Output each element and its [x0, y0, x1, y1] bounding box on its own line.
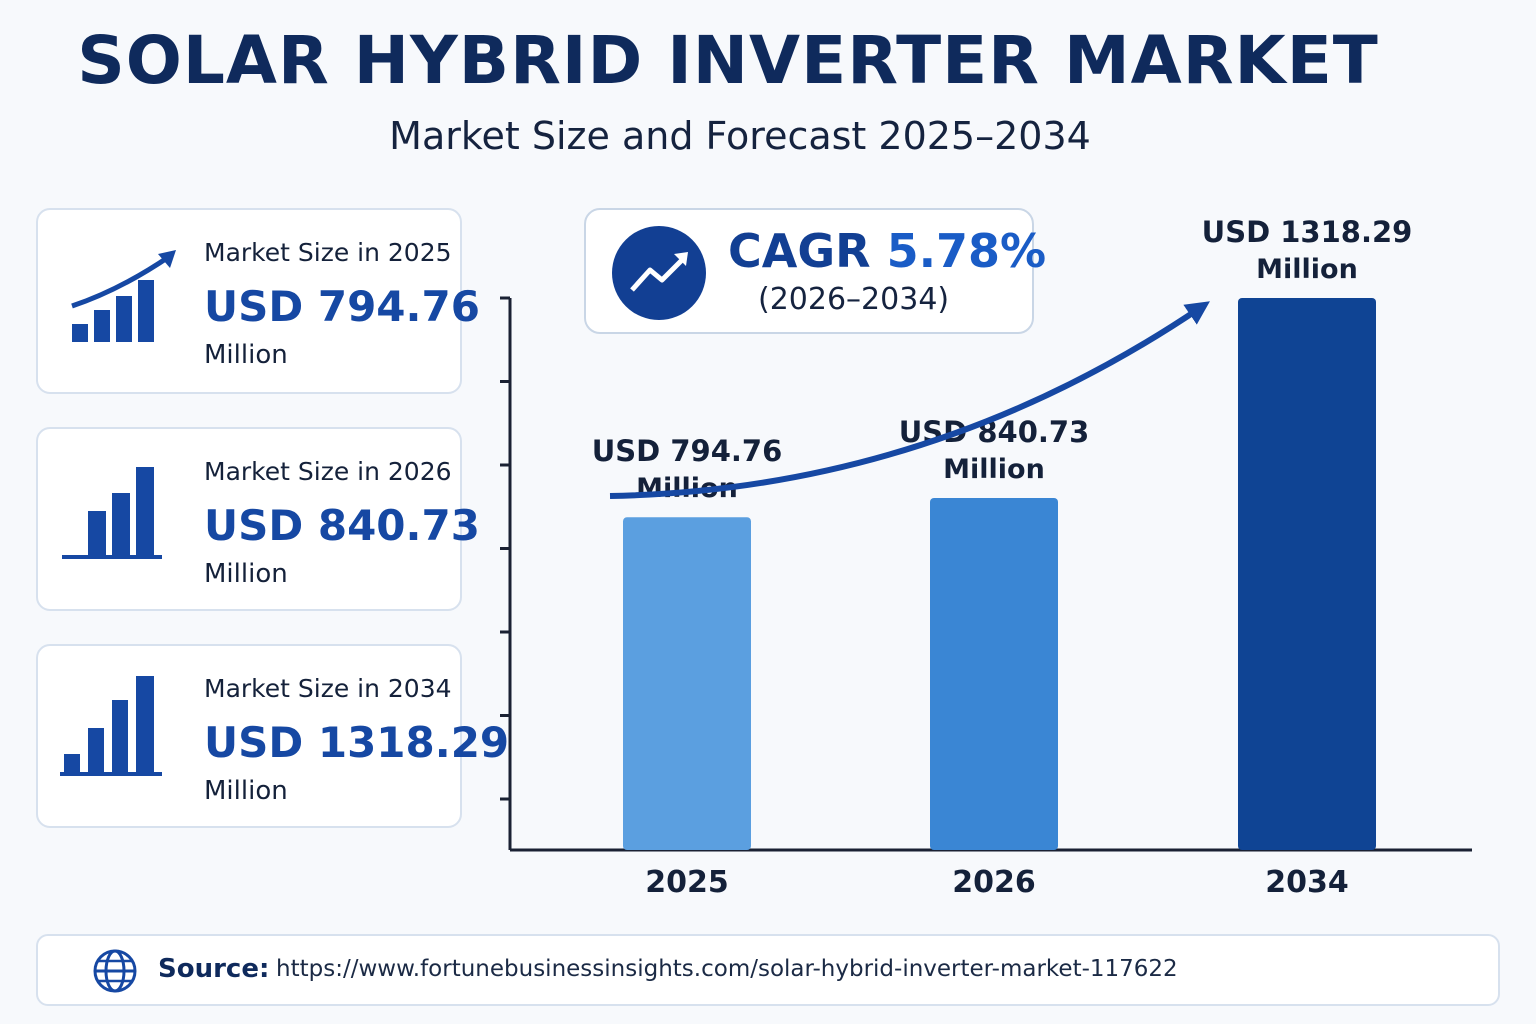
- trend-arrow: [609, 301, 1210, 499]
- market-size-card-2026: Market Size in 2026 USD 840.73 Million: [36, 427, 480, 611]
- card-label: Market Size in 2034: [204, 674, 452, 703]
- source-bar: Source: https://www.fortunebusinessinsig…: [36, 934, 1500, 1006]
- cagr-value: 5.78%: [886, 224, 1047, 278]
- card-label: Market Size in 2026: [204, 457, 452, 486]
- bar-chart-icon: [60, 676, 162, 776]
- bar-2025: [623, 517, 751, 850]
- globe-icon: [93, 949, 137, 993]
- cagr-period: (2026–2034): [758, 282, 950, 317]
- card-label: Market Size in 2025: [204, 238, 452, 267]
- bar-chart-icon: [62, 467, 162, 559]
- bar-2034: [1238, 298, 1376, 850]
- source-link[interactable]: https://www.fortunebusinessinsights.com/…: [276, 956, 1178, 982]
- bar-data-unit: Million: [943, 454, 1045, 485]
- rising-bar-chart-icon: [71, 250, 176, 342]
- card-value: USD 840.73: [204, 501, 480, 550]
- market-size-card-2025: Market Size in 2025 USD 794.76 Million: [36, 208, 480, 394]
- card-value: USD 1318.29: [204, 718, 510, 767]
- cagr-label: CAGR: [728, 224, 871, 278]
- x-tick-label: 2026: [952, 865, 1036, 900]
- cagr-box: CAGR 5.78% (2026–2034): [584, 208, 1046, 334]
- x-tick-label: 2034: [1265, 865, 1349, 900]
- card-unit: Million: [204, 559, 288, 589]
- source-label: Source:: [158, 954, 270, 984]
- bar-data-unit: Million: [1256, 254, 1358, 285]
- page-subtitle: Market Size and Forecast 2025–2034: [389, 114, 1091, 158]
- card-value: USD 794.76: [204, 282, 480, 331]
- bar-2026: [930, 497, 1058, 850]
- trend-up-icon: [612, 226, 706, 320]
- bar-data-label: USD 794.76: [592, 434, 783, 468]
- market-size-card-2034: Market Size in 2034 USD 1318.29 Million: [36, 644, 509, 828]
- card-unit: Million: [204, 340, 288, 370]
- cagr-headline: CAGR 5.78%: [728, 224, 1046, 278]
- x-tick-label: 2025: [645, 865, 729, 900]
- page-title: SOLAR HYBRID INVERTER MARKET: [77, 22, 1379, 99]
- card-unit: Million: [204, 776, 288, 806]
- bar-data-label: USD 1318.29: [1202, 215, 1413, 249]
